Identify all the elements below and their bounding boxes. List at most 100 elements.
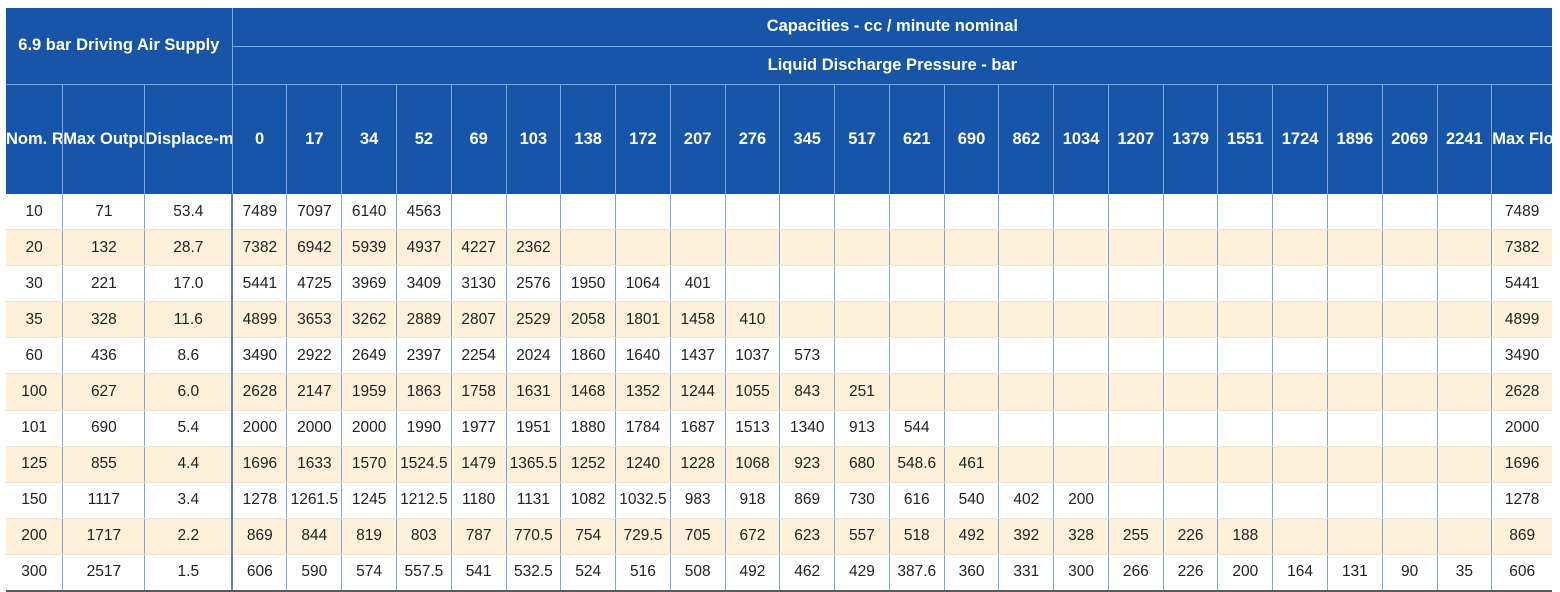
cell-capacity: 516 xyxy=(615,554,671,592)
cell-displacement: 2.2 xyxy=(144,518,234,555)
cell-capacity: 2807 xyxy=(451,301,507,339)
cell-max-flow: 1696 xyxy=(1491,446,1552,483)
cell-capacity: 616 xyxy=(889,482,945,519)
cell-capacity: 770.5 xyxy=(506,518,562,555)
cell-capacity: 4563 xyxy=(396,194,452,231)
cell-capacity xyxy=(1053,229,1109,267)
cell-capacity: 1240 xyxy=(615,446,671,483)
cell-capacity xyxy=(1382,301,1438,339)
cell-capacity: 387.6 xyxy=(889,554,945,592)
col-header-pressure: 862 xyxy=(998,84,1055,194)
cell-capacity: 3969 xyxy=(341,265,397,303)
cell-capacity xyxy=(944,373,1000,411)
cell-capacity: 672 xyxy=(725,518,781,555)
cell-max-flow: 5441 xyxy=(1491,265,1552,303)
cell-capacity: 1228 xyxy=(670,446,726,483)
cell-capacity: 623 xyxy=(779,518,836,555)
cell-capacity: 1631 xyxy=(506,373,562,411)
cell-max-flow: 3490 xyxy=(1491,337,1552,375)
cell-capacity: 2000 xyxy=(341,410,397,447)
cell-capacity xyxy=(944,301,1000,339)
cell-capacity: 251 xyxy=(834,373,890,411)
cell-capacity xyxy=(1163,446,1219,483)
cell-capacity: 1801 xyxy=(615,301,671,339)
cell-capacity xyxy=(998,194,1055,231)
cell-capacity xyxy=(1382,373,1438,411)
cell-capacity xyxy=(1163,301,1219,339)
cell-capacity xyxy=(834,229,890,267)
cell-displacement: 11.6 xyxy=(144,301,234,339)
capacity-table: 6.9 bar Driving Air Supply Capacities - … xyxy=(6,8,1552,592)
cell-capacity: 819 xyxy=(341,518,397,555)
table-row: 101 690 5.4 2000 2000 2000 1990 1977 1951 1880 178… xyxy=(6,410,1552,447)
cell-capacity xyxy=(1217,482,1274,519)
cell-capacity xyxy=(1108,265,1164,303)
cell-capacity: 2922 xyxy=(286,337,343,375)
cell-capacity xyxy=(944,337,1000,375)
col-header-pressure: 345 xyxy=(779,84,836,194)
cell-capacity: 429 xyxy=(834,554,890,592)
cell-capacity xyxy=(1327,337,1383,375)
cell-capacity xyxy=(725,194,781,231)
cell-capacity: 803 xyxy=(396,518,452,555)
table-row: 125 855 4.4 1696 1633 1570 1524.5 1479 1365.5 125… xyxy=(6,446,1552,483)
cell-capacity: 1860 xyxy=(560,337,617,375)
cell-displacement: 53.4 xyxy=(144,194,234,231)
cell-ratio: 101 xyxy=(6,410,64,447)
cell-capacity: 1458 xyxy=(670,301,726,339)
cell-capacity xyxy=(834,301,890,339)
cell-capacity: 2628 xyxy=(232,373,288,411)
col-header-pressure: 69 xyxy=(451,84,507,194)
cell-capacity: 754 xyxy=(560,518,617,555)
col-header-ratio: Nom. Ratio xyxy=(6,84,64,194)
cell-capacity xyxy=(998,410,1055,447)
cell-capacity: 2649 xyxy=(341,337,397,375)
cell-capacity xyxy=(1327,482,1383,519)
cell-capacity xyxy=(889,301,945,339)
cell-capacity: 508 xyxy=(670,554,726,592)
cell-capacity xyxy=(889,265,945,303)
cell-capacity xyxy=(1272,194,1328,231)
cell-capacity: 869 xyxy=(232,518,288,555)
cell-capacity: 844 xyxy=(286,518,343,555)
column-header-row: Nom. Ratio Max Output Pressure bar Displ… xyxy=(6,84,1552,194)
cell-capacity: 4937 xyxy=(396,229,452,267)
cell-capacity xyxy=(1217,446,1274,483)
cell-max-output: 1117 xyxy=(62,482,146,519)
cell-capacity xyxy=(1272,373,1328,411)
cell-capacity xyxy=(1272,229,1328,267)
cell-capacity: 1950 xyxy=(560,265,617,303)
cell-capacity xyxy=(1217,373,1274,411)
cell-capacity xyxy=(1272,410,1328,447)
cell-capacity: 3130 xyxy=(451,265,507,303)
cell-capacity: 1880 xyxy=(560,410,617,447)
cell-max-output: 132 xyxy=(62,229,146,267)
cell-capacity xyxy=(1382,446,1438,483)
cell-capacity: 1468 xyxy=(560,373,617,411)
cell-capacity: 1261.5 xyxy=(286,482,343,519)
cell-capacity: 1340 xyxy=(779,410,836,447)
cell-ratio: 300 xyxy=(6,554,64,592)
cell-displacement: 4.4 xyxy=(144,446,234,483)
cell-capacity xyxy=(944,410,1000,447)
cell-capacity: 606 xyxy=(232,554,288,592)
cell-capacity: 1524.5 xyxy=(396,446,452,483)
cell-displacement: 3.4 xyxy=(144,482,234,519)
cell-capacity: 1951 xyxy=(506,410,562,447)
cell-max-flow: 2628 xyxy=(1491,373,1552,411)
cell-capacity xyxy=(889,229,945,267)
cell-capacity: 402 xyxy=(998,482,1055,519)
cell-capacity: 1252 xyxy=(560,446,617,483)
cell-capacity: 200 xyxy=(1217,554,1274,592)
cell-capacity: 6942 xyxy=(286,229,343,267)
cell-capacity: 1365.5 xyxy=(506,446,562,483)
cell-capacity: 540 xyxy=(944,482,1000,519)
cell-capacity: 3262 xyxy=(341,301,397,339)
cell-capacity: 1245 xyxy=(341,482,397,519)
cell-capacity: 1131 xyxy=(506,482,562,519)
cell-capacity xyxy=(889,194,945,231)
cell-capacity xyxy=(1437,373,1493,411)
cell-displacement: 1.5 xyxy=(144,554,234,592)
cell-capacity xyxy=(1382,337,1438,375)
cell-capacity: 226 xyxy=(1163,554,1219,592)
